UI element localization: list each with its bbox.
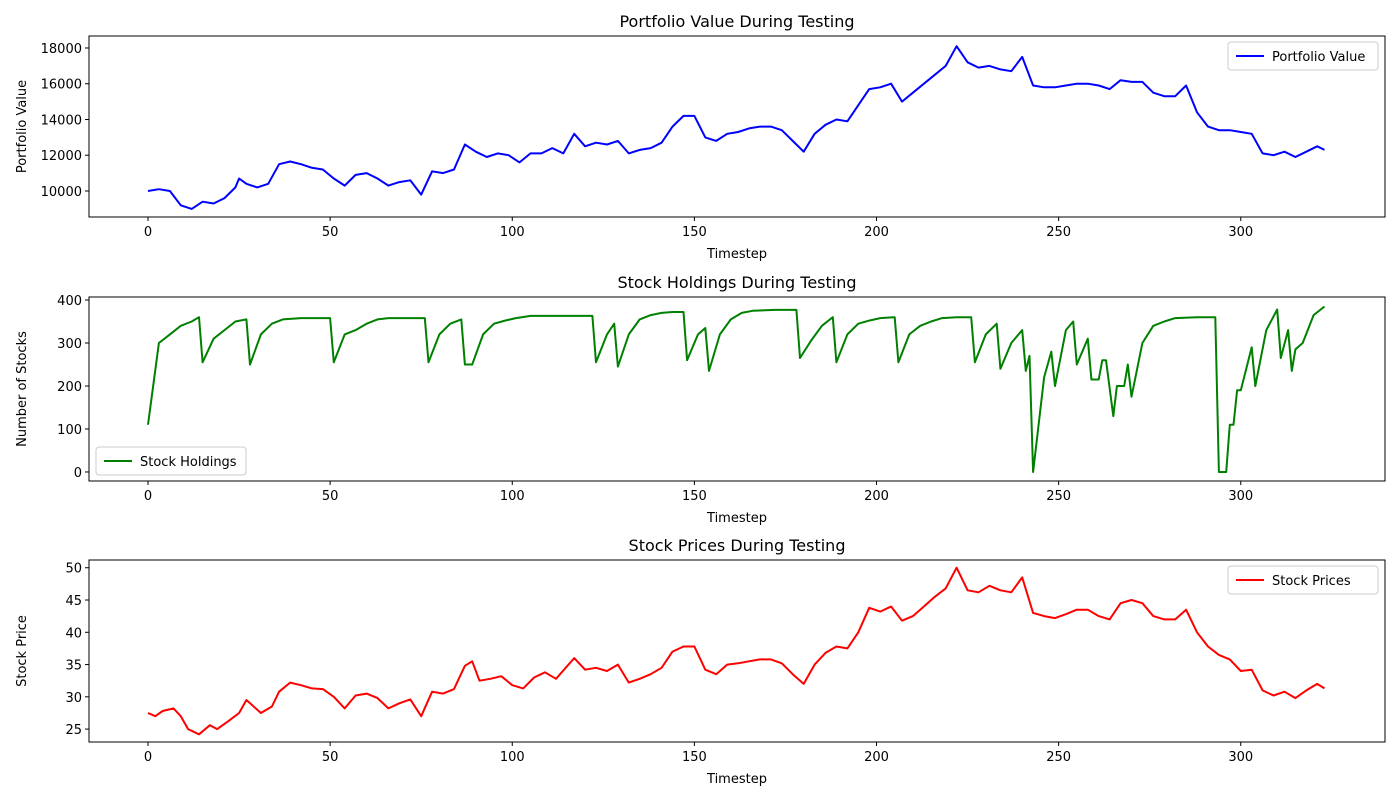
plot-frame (88, 35, 1386, 218)
x-tick-label: 0 (144, 489, 152, 504)
y-tick-label: 14000 (41, 113, 82, 128)
data-line (147, 305, 1326, 473)
plot-frame (88, 559, 1386, 743)
x-tick-label: 300 (1228, 225, 1253, 240)
x-tick-label: 300 (1228, 489, 1253, 504)
y-tick-label: 400 (57, 294, 82, 309)
x-axis-label: Timestep (706, 772, 767, 787)
x-tick-label: 50 (322, 750, 339, 765)
data-line (147, 45, 1325, 210)
x-tick-label: 50 (322, 489, 339, 504)
data-line (147, 566, 1326, 736)
x-tick-label: 300 (1228, 750, 1253, 765)
y-tick-label: 0 (74, 466, 82, 481)
y-axis-label: Number of Stocks (15, 331, 30, 447)
legend-label: Stock Holdings (140, 455, 237, 470)
chart-title: Portfolio Value During Testing (619, 12, 854, 31)
x-tick-label: 100 (500, 750, 525, 765)
x-tick-label: 0 (144, 225, 152, 240)
x-tick-label: 150 (682, 489, 707, 504)
y-tick-label: 16000 (41, 78, 82, 93)
legend-label: Stock Prices (1272, 574, 1351, 589)
y-tick-label: 35 (65, 659, 82, 674)
y-tick-label: 40 (65, 626, 82, 641)
x-tick-label: 200 (864, 750, 889, 765)
y-tick-label: 12000 (41, 149, 82, 164)
y-tick-label: 100 (57, 423, 82, 438)
y-tick-label: 45 (65, 594, 82, 609)
y-axis-label: Portfolio Value (15, 80, 30, 173)
y-tick-label: 200 (57, 380, 82, 395)
x-tick-label: 100 (500, 225, 525, 240)
x-tick-label: 250 (1046, 750, 1071, 765)
x-tick-label: 50 (322, 225, 339, 240)
x-tick-label: 0 (144, 750, 152, 765)
y-axis-label: Stock Price (15, 615, 30, 687)
y-tick-label: 300 (57, 337, 82, 352)
x-tick-label: 200 (864, 225, 889, 240)
x-tick-label: 200 (864, 489, 889, 504)
chart-title: Stock Holdings During Testing (617, 273, 856, 292)
x-axis-label: Timestep (706, 247, 767, 262)
legend-label: Portfolio Value (1272, 50, 1365, 65)
x-tick-label: 250 (1046, 489, 1071, 504)
y-tick-label: 25 (65, 723, 82, 738)
x-axis-label: Timestep (706, 511, 767, 526)
x-tick-label: 100 (500, 489, 525, 504)
x-tick-label: 150 (682, 225, 707, 240)
x-tick-label: 250 (1046, 225, 1071, 240)
y-tick-label: 18000 (41, 42, 82, 57)
plot-frame (88, 296, 1386, 482)
legend-box (95, 446, 247, 476)
x-tick-label: 150 (682, 750, 707, 765)
chart-title: Stock Prices During Testing (629, 536, 846, 555)
y-tick-label: 10000 (41, 185, 82, 200)
legend-box (1227, 565, 1379, 595)
y-tick-label: 50 (65, 562, 82, 577)
y-tick-label: 30 (65, 691, 82, 706)
legend-box (1227, 41, 1379, 71)
